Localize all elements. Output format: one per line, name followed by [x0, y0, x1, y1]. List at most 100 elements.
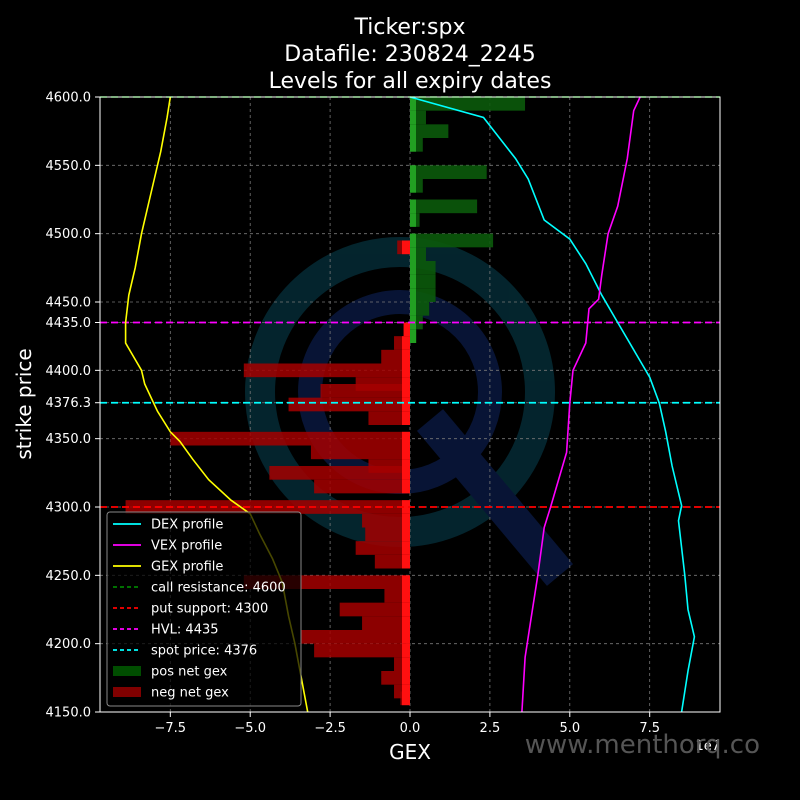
x-tick-label: −7.5 [155, 721, 187, 736]
neg-gex-bar [365, 527, 410, 542]
y-tick-label: 4350.0 [46, 432, 92, 447]
neg-gex-bar-inner [402, 575, 410, 589]
title-line-3: Levels for all expiry dates [269, 69, 552, 94]
neg-gex-bar [314, 643, 410, 658]
pos-gex-bar-inner [410, 124, 416, 138]
y-tick-label: 4450.0 [46, 296, 92, 311]
neg-gex-bar-inner [402, 691, 410, 706]
neg-gex-bar [362, 616, 410, 630]
pos-gex-bar-inner [410, 199, 416, 214]
chart-title: Ticker:spx Datafile: 230824_2245 Levels … [269, 15, 552, 94]
neg-gex-bar-inner [402, 630, 410, 644]
x-tick-label: 0.0 [400, 721, 421, 736]
pos-gex-bar-inner [410, 261, 416, 275]
legend-label: put support: 4300 [151, 602, 268, 617]
neg-gex-bar-inner [402, 657, 410, 671]
x-axis-label: GEX [389, 740, 431, 764]
neg-gex-bar-inner [402, 479, 410, 494]
neg-gex-bar-inner [402, 589, 410, 603]
y-tick-label: 4550.0 [46, 159, 92, 174]
neg-gex-bar-inner [403, 322, 410, 337]
legend-label: neg net gex [151, 686, 229, 701]
neg-gex-bar-inner [402, 513, 410, 528]
pos-gex-bar [410, 274, 436, 289]
title-line-1: Ticker:spx [354, 15, 466, 40]
pos-gex-bar [410, 199, 478, 214]
y-tick-label: 4200.0 [46, 637, 92, 652]
neg-gex-bar-inner [402, 384, 410, 398]
pos-gex-bar [410, 97, 526, 111]
legend-label: spot price: 4376 [151, 644, 257, 659]
neg-gex-bar-inner [402, 431, 410, 446]
neg-gex-bar-inner [402, 500, 410, 514]
legend-label: VEX profile [151, 539, 222, 554]
neg-gex-bar [374, 554, 410, 569]
pos-gex-bar [410, 165, 487, 179]
pos-gex-bar [410, 233, 494, 248]
neg-gex-bar-inner [402, 602, 410, 617]
y-tick-label: 4150.0 [46, 706, 92, 721]
neg-gex-bar-inner [402, 643, 410, 658]
y-tick-label: 4376.3 [46, 396, 92, 411]
watermark-text: www.menthorq.co [525, 730, 760, 760]
neg-gex-bar-inner [402, 363, 410, 378]
y-tick-label: 4400.0 [46, 364, 92, 379]
neg-gex-bar-inner [402, 554, 410, 569]
gex-bars [125, 97, 526, 706]
legend-swatch [113, 666, 141, 676]
legend-label: call resistance: 4600 [151, 581, 286, 596]
neg-gex-bar [362, 513, 410, 528]
neg-gex-bar-inner [402, 616, 410, 630]
neg-gex-bar-inner [402, 541, 410, 555]
y-axis-label: strike price [12, 348, 36, 459]
neg-gex-bar-inner [402, 240, 410, 255]
neg-gex-bar-inner [402, 445, 410, 460]
neg-gex-bar [170, 431, 410, 446]
pos-gex-bar-inner [410, 138, 416, 152]
neg-gex-bar-inner [402, 411, 410, 425]
neg-gex-bar [243, 363, 410, 378]
neg-gex-bar [288, 397, 410, 412]
x-tick-label: 5.0 [559, 721, 580, 736]
pos-gex-bar-inner [410, 274, 416, 289]
neg-gex-bar [314, 479, 410, 494]
y-tick-label: 4500.0 [46, 227, 92, 242]
neg-gex-bar-inner [402, 671, 410, 685]
neg-gex-bar [269, 466, 410, 480]
legend-label: GEX profile [151, 560, 223, 575]
pos-gex-bar-inner [410, 97, 416, 111]
y-axis-ticks: 4150.0 4200.0 4250.0 4300.0 4350.0 4376.3 4400… [46, 91, 100, 721]
legend-label: pos net gex [151, 665, 228, 680]
profile-line [521, 96, 641, 713]
neg-gex-bar [301, 630, 410, 644]
profile-line [409, 96, 696, 713]
neg-gex-bar-inner [402, 336, 410, 350]
legend: DEX profile VEX profile GEX profile call re… [106, 511, 302, 707]
legend-swatch [113, 687, 141, 697]
pos-gex-bar [410, 261, 436, 275]
pos-gex-bar-inner [410, 247, 416, 261]
neg-gex-bar-inner [402, 466, 410, 480]
y-tick-label: 4300.0 [46, 501, 92, 516]
pos-gex-bar-inner [410, 110, 416, 125]
neg-gex-bar [310, 445, 410, 460]
pos-gex-bar-inner [410, 213, 416, 227]
y-tick-label: 4435.0 [46, 316, 92, 331]
pos-gex-bar-inner [410, 288, 416, 302]
pos-gex-bar-inner [410, 165, 416, 179]
neg-gex-bar-inner [402, 527, 410, 542]
neg-gex-bar [320, 384, 410, 398]
pos-gex-bar-inner [410, 179, 416, 193]
x-tick-label: −2.5 [314, 721, 346, 736]
x-offset-label: 1e7 [695, 739, 720, 754]
title-line-2: Datafile: 230824_2245 [284, 42, 535, 67]
neg-gex-bar-inner [402, 397, 410, 412]
neg-gex-bar [368, 411, 410, 425]
pos-gex-bar-inner [410, 302, 416, 316]
neg-gex-bar-inner [402, 349, 410, 364]
legend-box [106, 511, 302, 707]
pos-gex-bar-inner [410, 329, 416, 343]
neg-gex-bar [355, 541, 410, 555]
plot-area [99, 96, 721, 713]
